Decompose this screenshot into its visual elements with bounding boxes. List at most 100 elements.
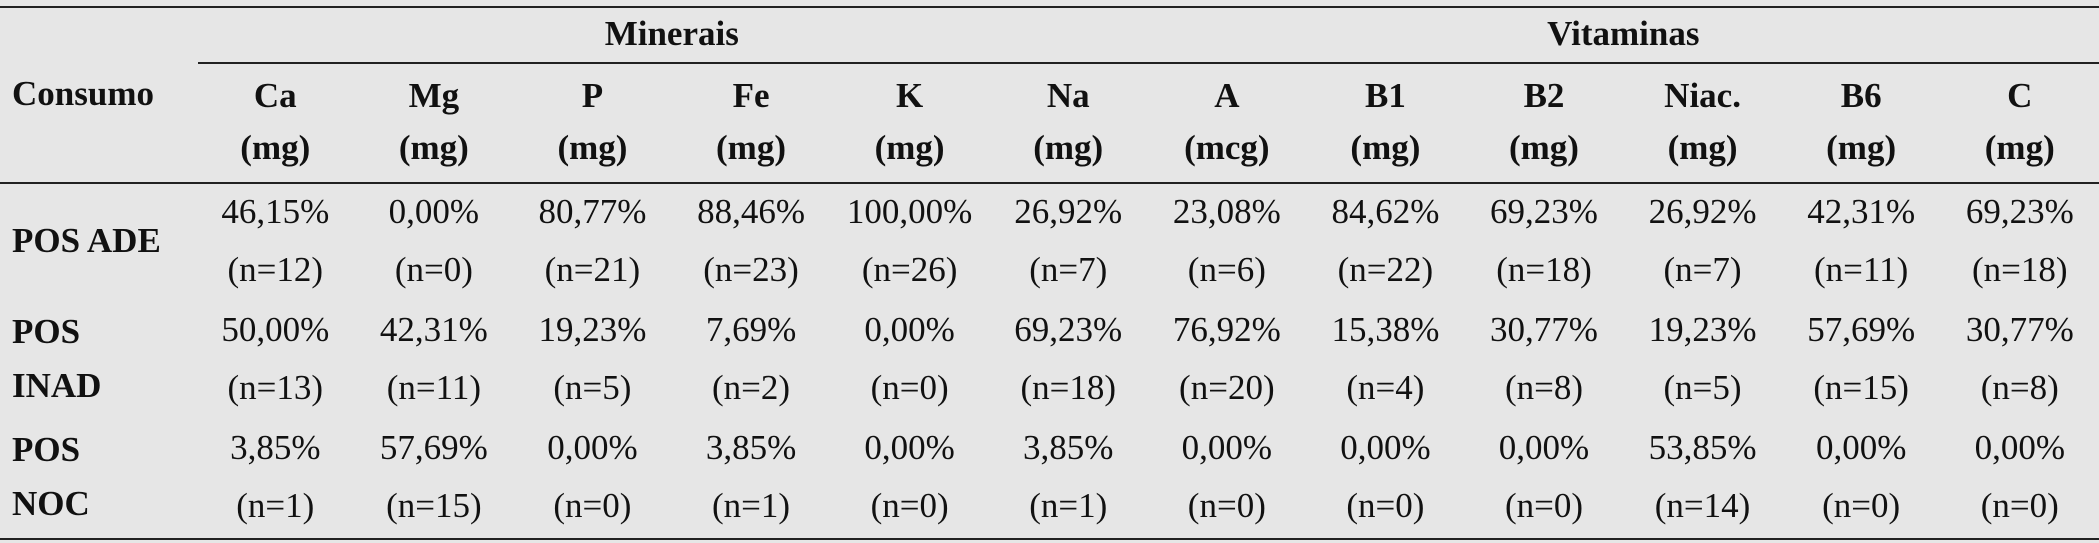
column-unit: (mg) [557,128,628,167]
column-name: B1 [1364,76,1406,115]
column-header: Na (mg) [989,62,1148,182]
row-label-line: POS [12,312,81,351]
column-unit: (mg) [1826,128,1897,167]
table-row: POS NOC 3,85% (n=1) 57,69% (n=15) 0,00% (n=0) 3,… [0,418,2099,536]
cell-count: (n=7) [1663,250,1742,289]
cell-percent: 69,23% [1014,310,1123,349]
cell-percent: 46,15% [221,192,330,231]
column-header: Fe (mg) [672,62,831,182]
row-label: POS ADE [0,182,196,300]
column-header: Ca (mg) [196,62,355,182]
cell-count: (n=0) [1504,486,1584,525]
cell-count: (n=0) [1187,486,1266,525]
table-cell: 0,00% (n=0) [830,300,989,418]
column-unit: (mg) [716,128,786,167]
table-cell: 26,92% (n=7) [1623,182,1782,300]
cell-count: (n=11) [386,368,481,407]
cell-count: (n=20) [1179,368,1275,407]
cell-count: (n=23) [703,250,799,289]
cell-count: (n=13) [227,368,324,407]
cell-count: (n=11) [1814,250,1909,289]
cell-percent: 15,38% [1331,310,1440,349]
cell-count: (n=0) [553,486,632,525]
column-name: P [581,76,604,115]
table-cell: 50,00% (n=13) [196,300,355,418]
top-rule [0,6,2099,8]
cell-count: (n=2) [711,368,791,407]
cell-percent: 53,85% [1648,428,1757,467]
cell-percent: 88,46% [697,192,805,231]
table-cell: 3,85% (n=1) [672,418,831,536]
cell-count: (n=21) [544,250,641,289]
cell-percent: 0,00% [1498,428,1590,467]
table-cell: 30,77% (n=8) [1465,300,1624,418]
cell-count: (n=15) [386,486,482,525]
column-header: B6 (mg) [1782,62,1941,182]
table-cell: 42,31% (n=11) [1782,182,1941,300]
column-name: Fe [732,76,770,115]
table-cell: 15,38% (n=4) [1306,300,1465,418]
table-cell: 0,00% (n=0) [830,418,989,536]
cell-percent: 80,77% [538,192,647,231]
row-label-line: POS ADE [12,221,161,260]
cell-percent: 69,23% [1490,192,1598,231]
table-cell: 100,00% (n=26) [830,182,989,300]
column-name: B2 [1523,76,1565,115]
table-cell: 80,77% (n=21) [513,182,672,300]
column-header: Mg (mg) [355,62,514,182]
column-unit: (mg) [1667,128,1738,167]
nutrient-table: Consumo Minerais Vitaminas Ca (mg) Mg (mg) P… [0,6,2099,536]
table-cell: 0,00% (n=0) [355,182,514,300]
column-header-row: Ca (mg) Mg (mg) P (mg) Fe (mg) K (mg) Na (mg) A (mcg)… [0,62,2099,182]
column-header: B2 (mg) [1465,62,1624,182]
table-body: POS ADE 46,15% (n=12) 0,00% (n=0) 80,77% (n=21… [0,182,2099,536]
cell-percent: 57,69% [379,428,488,467]
cell-percent: 0,00% [864,428,955,467]
column-unit: (mcg) [1184,128,1270,167]
table-cell: 42,31% (n=11) [355,300,514,418]
table-cell: 88,46% (n=23) [672,182,831,300]
cell-percent: 3,85% [1023,428,1114,467]
cell-percent: 0,00% [1974,428,2065,467]
table-cell: 23,08% (n=6) [1148,182,1307,300]
table-cell: 84,62% (n=22) [1306,182,1465,300]
column-header: A (mcg) [1148,62,1307,182]
cell-percent: 0,00% [1181,428,1273,467]
row-label: POS NOC [0,418,196,536]
group-header-row: Consumo Minerais Vitaminas [0,6,2099,113]
column-unit: (mg) [240,128,311,167]
cell-percent: 50,00% [221,310,330,349]
table-cell: 3,85% (n=1) [989,418,1148,536]
cell-percent: 0,00% [388,192,480,231]
table-cell: 69,23% (n=18) [1465,182,1624,300]
cell-count: (n=26) [861,250,958,289]
column-header: C (mg) [1940,62,2099,182]
cell-count: (n=1) [236,486,315,525]
cell-percent: 0,00% [547,428,638,467]
table-cell: 0,00% (n=0) [1782,418,1941,536]
column-name: Niac. [1664,76,1741,115]
column-name: B6 [1840,76,1882,115]
group-rule [198,62,2099,64]
cell-count: (n=8) [1980,368,2059,407]
cell-count: (n=0) [1980,486,2059,525]
cell-percent: 84,62% [1331,192,1440,231]
cell-percent: 0,00% [864,310,955,349]
row-label-line: INAD [12,366,102,405]
column-header: B1 (mg) [1306,62,1465,182]
group-header-vitamins: Vitaminas [1547,14,1700,53]
cell-count: (n=5) [1663,368,1742,407]
column-name: Mg [408,76,460,115]
table-cell: 57,69% (n=15) [355,418,514,536]
column-name: K [895,76,924,115]
cell-percent: 19,23% [538,310,647,349]
table-cell: 19,23% (n=5) [513,300,672,418]
column-unit: (mg) [398,128,469,167]
table-cell: 0,00% (n=0) [1148,418,1307,536]
cell-count: (n=8) [1504,368,1584,407]
cell-percent: 3,85% [705,428,797,467]
column-unit: (mg) [874,128,945,167]
cell-count: (n=7) [1029,250,1108,289]
cell-count: (n=1) [1029,486,1108,525]
